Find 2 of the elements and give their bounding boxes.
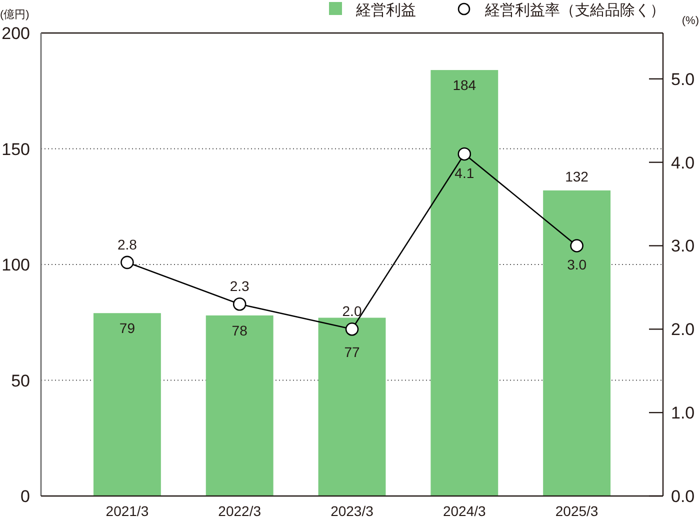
y2label: (%) bbox=[682, 15, 699, 27]
ylabel: (億円) bbox=[0, 9, 30, 21]
